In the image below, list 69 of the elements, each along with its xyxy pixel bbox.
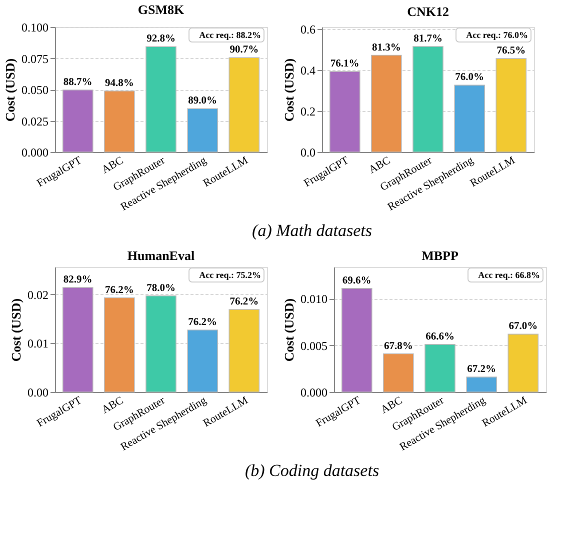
bar (187, 330, 218, 392)
bar (187, 108, 218, 152)
y-tick-label: 0.6 (300, 22, 316, 37)
y-axis-title: Cost (USD) (282, 298, 296, 362)
y-tick-label: 0.000 (300, 386, 328, 400)
y-tick-label: 0.100 (22, 20, 48, 34)
annotation: 78.0% (146, 282, 176, 294)
y-tick-label: 0.075 (22, 52, 48, 66)
annotation: 76.2% (104, 284, 134, 296)
y-axis-title: Cost (USD) (2, 58, 18, 122)
annotation: Acc req.: 66.8% (478, 270, 540, 280)
y-axis-title: Cost (USD) (282, 58, 296, 122)
bar (62, 287, 94, 392)
annotation: 67.2% (467, 364, 496, 376)
y-tick-label: 0.000 (22, 146, 48, 160)
annotation: 81.3% (372, 42, 401, 54)
bar (104, 90, 135, 152)
text: (a) Math datasets (252, 221, 372, 240)
bar (412, 46, 444, 152)
bar (104, 297, 135, 392)
annotation: 76.1% (330, 58, 360, 70)
annotation: 66.6% (426, 331, 454, 342)
text: (b) Coding datasets (244, 461, 380, 480)
y-tick-label: 0.2 (300, 104, 316, 119)
annotation: 76.5% (496, 46, 526, 57)
bar (508, 334, 539, 392)
annotation: 76.2% (230, 296, 259, 308)
annotation: 76.0% (455, 72, 484, 84)
y-tick-label: 0.02 (28, 288, 48, 302)
annotation: Acc req.: 88.2% (199, 30, 261, 40)
bar (228, 57, 260, 152)
y-tick-label: 0.01 (28, 336, 48, 351)
y-tick-label: 0.0 (300, 146, 316, 160)
chart-title: CNK12 (407, 4, 449, 20)
annotation: 67.8% (384, 340, 413, 352)
annotation: 92.8% (146, 34, 176, 45)
bar (454, 84, 485, 152)
bar (146, 295, 176, 392)
bar (371, 54, 402, 152)
bar (228, 309, 260, 392)
bar (383, 353, 414, 392)
y-tick-label: 0.4 (300, 64, 316, 78)
chart-title: MBPP (422, 248, 458, 263)
annotation: 81.7% (414, 33, 442, 44)
y-tick-label: 0.050 (22, 83, 48, 97)
annotation: Acc req.: 75.2% (199, 270, 261, 280)
y-axis-title: Cost (USD) (8, 298, 24, 362)
bar (466, 376, 497, 392)
bar (329, 71, 360, 152)
chart-title: HumanEval (127, 248, 195, 263)
bar (496, 58, 527, 152)
annotation: 88.7% (63, 77, 92, 88)
y-tick-label: 0.025 (22, 114, 48, 128)
annotation: 89.0% (188, 96, 218, 107)
chart-title: GSM8K (138, 2, 185, 17)
bar (62, 90, 94, 152)
y-tick-label: 0.00 (28, 386, 48, 400)
annotation: 67.0% (508, 321, 538, 332)
annotation: 82.9% (63, 274, 92, 286)
annotation: 90.7% (230, 44, 259, 56)
annotation: 69.6% (342, 275, 372, 286)
y-tick-label: 0.005 (300, 338, 328, 353)
annotation: Acc req.: 76.0% (466, 30, 528, 40)
y-tick-label: 0.010 (300, 292, 328, 306)
bar (424, 344, 456, 392)
annotation: 94.8% (104, 78, 134, 89)
annotation: 76.2% (188, 316, 218, 328)
bar (146, 46, 176, 152)
bar (341, 288, 372, 392)
